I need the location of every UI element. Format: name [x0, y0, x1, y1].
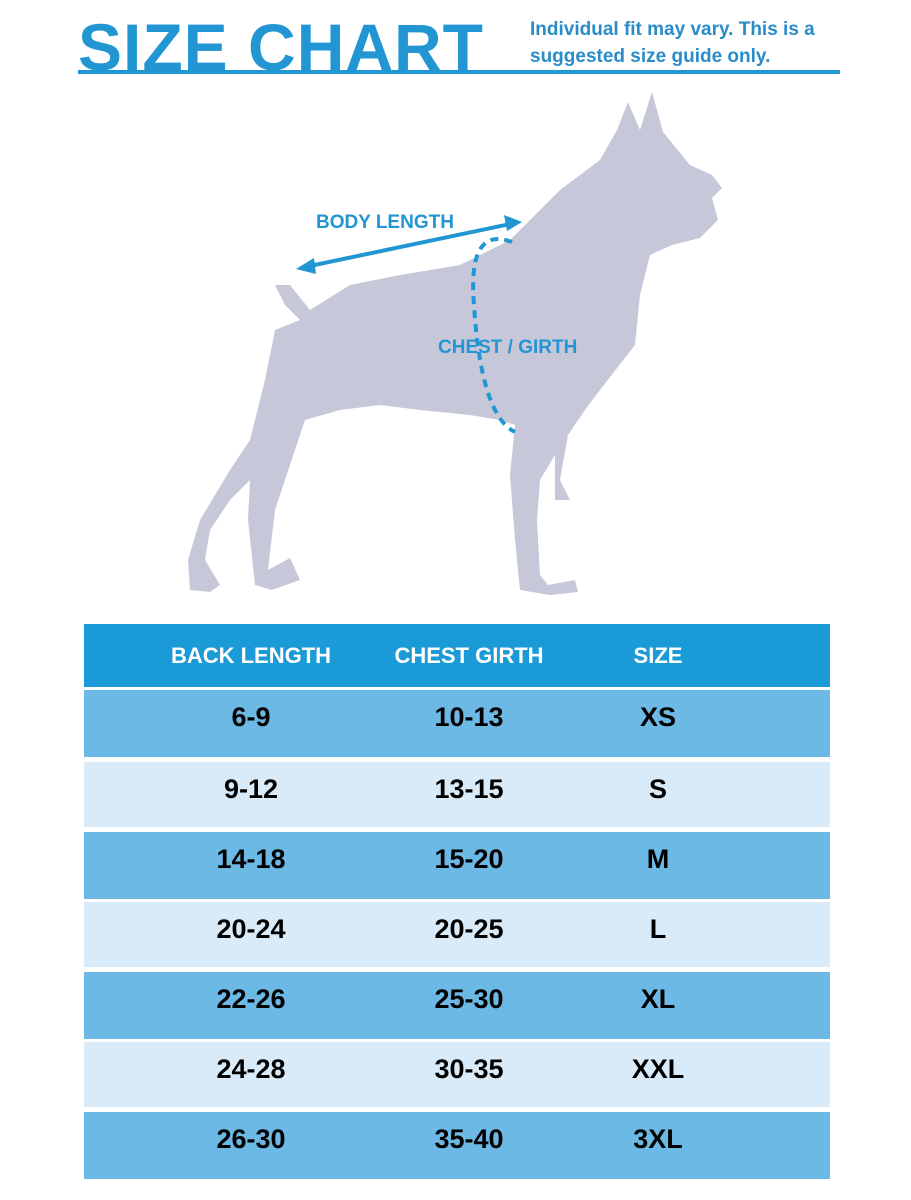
body-length-arrow — [304, 221, 516, 269]
size-cell: L — [649, 914, 667, 944]
table-row: 20-24 20-25 L — [84, 902, 830, 967]
table-header: BACK LENGTH CHEST GIRTH SIZE — [84, 624, 830, 687]
header-back-length: BACK LENGTH — [170, 642, 332, 668]
size-cell: 3XL — [633, 1124, 683, 1154]
chest-girth-cell: 35-40 — [434, 1124, 504, 1154]
arrowhead-right-icon — [504, 215, 522, 231]
back-length-cell: 26-30 — [216, 1124, 286, 1154]
table-row: 22-26 25-30 XL — [84, 972, 830, 1039]
chest-girth-cell: 20-25 — [434, 914, 504, 944]
dog-silhouette — [188, 92, 722, 595]
back-length-cell: 20-24 — [216, 914, 286, 944]
chest-girth-dashed-arrow — [471, 237, 516, 434]
chest-girth-cell: 13-15 — [434, 774, 504, 804]
fit-note: Individual fit may vary. This is a sugge… — [530, 19, 815, 67]
body-length-label: BODY LENGTH — [316, 212, 454, 233]
size-cell: XL — [640, 984, 676, 1014]
table-row: 24-28 30-35 XXL — [84, 1042, 830, 1107]
header-size: SIZE — [633, 642, 683, 668]
chest-girth-cell: 15-20 — [434, 844, 504, 874]
title-underline — [78, 70, 840, 74]
back-length-cell: 14-18 — [216, 844, 286, 874]
back-length-cell: 24-28 — [216, 1054, 286, 1084]
table-row: 9-12 13-15 S — [84, 762, 830, 827]
chest-girth-cell: 25-30 — [434, 984, 504, 1014]
size-cell: S — [648, 774, 668, 804]
size-cell: XS — [639, 702, 677, 732]
arrowhead-left-icon — [296, 258, 316, 274]
size-cell: XXL — [631, 1054, 685, 1084]
back-length-cell: 22-26 — [216, 984, 286, 1014]
back-length-cell: 6-9 — [231, 702, 271, 732]
table-row: 6-9 10-13 XS — [84, 690, 830, 757]
chest-girth-label: CHEST / GIRTH — [438, 337, 577, 358]
header-chest-girth: CHEST GIRTH — [394, 642, 544, 668]
back-length-cell: 9-12 — [223, 774, 279, 804]
table-row: 14-18 15-20 M — [84, 832, 830, 899]
size-cell: M — [646, 844, 670, 874]
chest-girth-cell: 10-13 — [434, 702, 504, 732]
dog-diagram: BODY LENGTH CHEST / GIRTH — [188, 92, 722, 595]
table-row: 26-30 35-40 3XL — [84, 1112, 830, 1179]
chest-girth-cell: 30-35 — [434, 1054, 504, 1084]
